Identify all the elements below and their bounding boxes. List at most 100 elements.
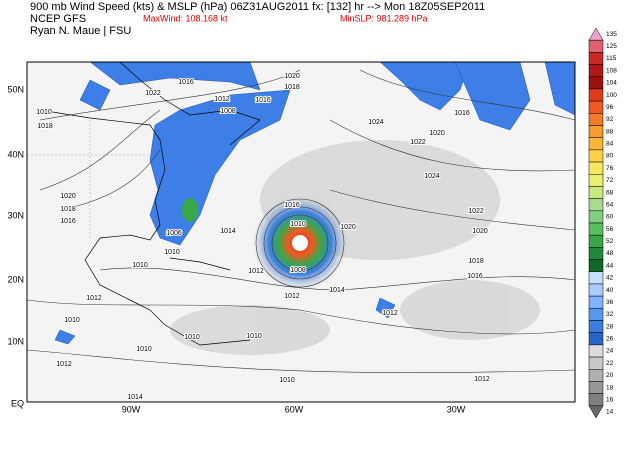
isobar-label: 1022 xyxy=(145,90,161,97)
min-slp: MinSLP: 981.289 hPa xyxy=(340,13,428,23)
colorbar-cap xyxy=(588,405,604,419)
colorbar-label: 56 xyxy=(606,226,614,233)
colorbar-label: 26 xyxy=(606,336,614,343)
isobar-label: 1012 xyxy=(382,310,398,317)
isobar-label: 1008 xyxy=(220,108,236,115)
colorbar-swatch xyxy=(588,222,604,236)
colorbar-swatch xyxy=(588,271,604,285)
lat-label: 50N xyxy=(7,84,24,94)
colorbar-label: 42 xyxy=(606,275,614,282)
isobar-label: 1012 xyxy=(86,295,102,302)
lat-label: 30N xyxy=(7,210,24,220)
colorbar-swatch xyxy=(588,247,604,260)
colorbar-swatch xyxy=(588,259,604,272)
isobar-label: 1018 xyxy=(37,123,53,130)
colorbar-swatch xyxy=(588,64,604,77)
colorbar-label: 80 xyxy=(606,153,614,160)
colorbar-label: 44 xyxy=(606,262,614,269)
isobar-label: 1010 xyxy=(64,317,80,324)
colorbar-label: 28 xyxy=(606,323,614,330)
isobar-label: 1012 xyxy=(56,361,72,368)
isobar-label: 1018 xyxy=(468,258,484,265)
isobar-label: 1016 xyxy=(284,202,300,209)
colorbar-label: 115 xyxy=(606,55,617,62)
isobar-label: 1022 xyxy=(468,208,484,215)
author: Ryan N. Maue | FSU xyxy=(30,25,131,37)
colorbar-label: 104 xyxy=(606,80,617,87)
colorbar-swatch xyxy=(588,308,604,321)
colorbar-swatch xyxy=(588,234,604,248)
colorbar-label: 92 xyxy=(606,116,614,123)
isobar-label: 1012 xyxy=(474,376,490,383)
colorbar-label: 125 xyxy=(606,43,617,50)
colorbar-swatch xyxy=(588,332,604,346)
colorbar-swatch xyxy=(588,149,604,163)
colorbar-label: 32 xyxy=(606,311,614,318)
colorbar-swatch xyxy=(588,88,604,102)
isobar-label: 1006 xyxy=(166,230,182,237)
colorbar-label: 48 xyxy=(606,250,614,257)
colorbar-swatch xyxy=(588,125,604,138)
lon-label: 30W xyxy=(447,404,466,414)
header-title: 900 mb Wind Speed (kts) & MSLP (hPa) 06Z… xyxy=(30,1,485,13)
lon-label: 60W xyxy=(285,404,304,414)
max-wind: MaxWind: 108.168 kt xyxy=(143,13,228,23)
colorbar-label: 68 xyxy=(606,189,614,196)
colorbar-swatch xyxy=(588,39,604,53)
map-area xyxy=(27,62,575,402)
colorbar-swatch xyxy=(588,52,604,65)
isobar-label: 1008 xyxy=(290,267,306,274)
colorbar-swatch xyxy=(588,393,604,407)
lat-label: 40N xyxy=(7,149,24,159)
isobar-label: 1016 xyxy=(454,110,470,117)
isobar-label: 1014 xyxy=(220,228,236,235)
lat-label: 20N xyxy=(7,274,24,284)
isobar-label: 1024 xyxy=(424,173,440,180)
isobar-label: 1024 xyxy=(368,119,384,126)
colorbar-label: 72 xyxy=(606,177,614,184)
colorbar-label: 96 xyxy=(606,104,614,111)
isobar-label: 1020 xyxy=(340,224,356,231)
colorbar-label: 18 xyxy=(606,384,614,391)
colorbar-swatch xyxy=(588,186,604,199)
colorbar-swatch xyxy=(588,356,604,370)
isobar-label: 1010 xyxy=(136,346,152,353)
colorbar-label: 20 xyxy=(606,372,614,379)
isobar-label: 1010 xyxy=(246,333,262,340)
isobar-label: 1018 xyxy=(284,84,300,91)
isobar-label: 1020 xyxy=(429,130,445,137)
isobar-label: 1014 xyxy=(329,287,345,294)
isobar-label: 1012 xyxy=(214,96,230,103)
lat-label: 10N xyxy=(7,336,24,346)
isobar-label: 1020 xyxy=(60,193,76,200)
isobar-label: 1016 xyxy=(60,218,76,225)
isobar-label: 1010 xyxy=(290,221,306,228)
model-name: NCEP GFS xyxy=(30,13,86,25)
colorbar-label: 100 xyxy=(606,92,617,99)
isobar-label: 1010 xyxy=(164,249,180,256)
colorbar-label: 135 xyxy=(606,31,617,38)
colorbar-swatch xyxy=(588,174,604,187)
colorbar-label: 22 xyxy=(606,360,614,367)
lon-label: 90W xyxy=(122,404,141,414)
colorbar-swatch xyxy=(588,76,604,90)
isobar-label: 1014 xyxy=(127,394,143,401)
colorbar-swatch xyxy=(588,344,604,358)
colorbar-swatch xyxy=(588,161,604,175)
colorbar-swatch xyxy=(588,210,604,224)
colorbar-swatch xyxy=(588,137,604,151)
colorbar-label: 14 xyxy=(606,409,614,416)
isobar-label: 1012 xyxy=(248,268,264,275)
isobar-label: 1020 xyxy=(472,228,488,235)
map-frame xyxy=(26,61,576,403)
colorbar-swatch xyxy=(588,100,604,114)
lat-label: EQ xyxy=(11,398,24,408)
colorbar-label: 24 xyxy=(606,348,614,355)
colorbar-swatch xyxy=(588,113,604,126)
colorbar-label: 84 xyxy=(606,141,614,148)
colorbar-label: 60 xyxy=(606,214,614,221)
colorbar-label: 16 xyxy=(606,396,614,403)
colorbar-label: 64 xyxy=(606,201,614,208)
colorbar-swatch xyxy=(588,381,604,394)
